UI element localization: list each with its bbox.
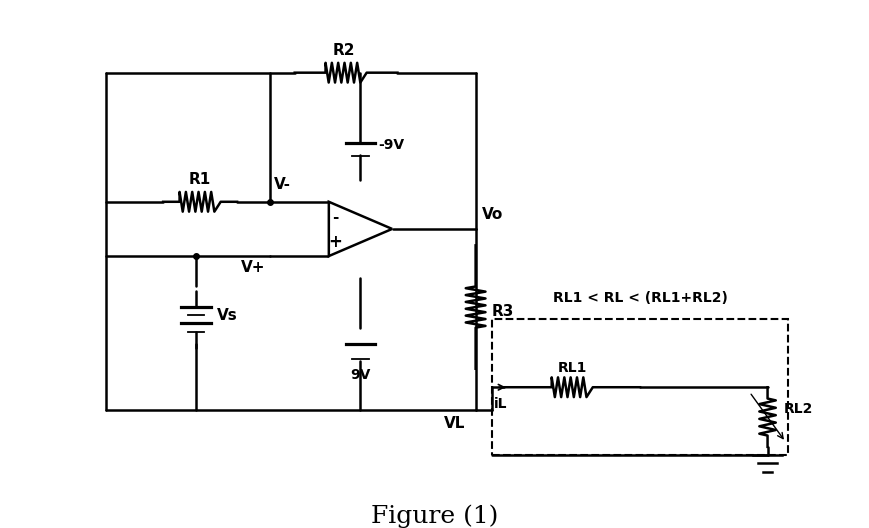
Text: Figure (1): Figure (1)	[371, 504, 498, 528]
Text: R2: R2	[333, 43, 355, 58]
Text: Vo: Vo	[482, 208, 503, 222]
Text: RL2: RL2	[784, 402, 813, 416]
Text: RL1 < RL < (RL1+RL2): RL1 < RL < (RL1+RL2)	[553, 290, 727, 305]
Text: -9V: -9V	[379, 138, 405, 152]
Text: VL: VL	[444, 417, 466, 431]
Text: Vs: Vs	[216, 308, 237, 323]
Text: V-: V-	[274, 177, 291, 192]
Text: R1: R1	[189, 172, 211, 187]
Text: 9V: 9V	[350, 369, 371, 382]
Text: iL: iL	[494, 397, 507, 411]
Text: RL1: RL1	[558, 361, 587, 375]
Text: -: -	[333, 210, 339, 225]
Text: R3: R3	[492, 304, 514, 319]
Text: V+: V+	[242, 260, 266, 275]
Text: +: +	[328, 233, 342, 251]
